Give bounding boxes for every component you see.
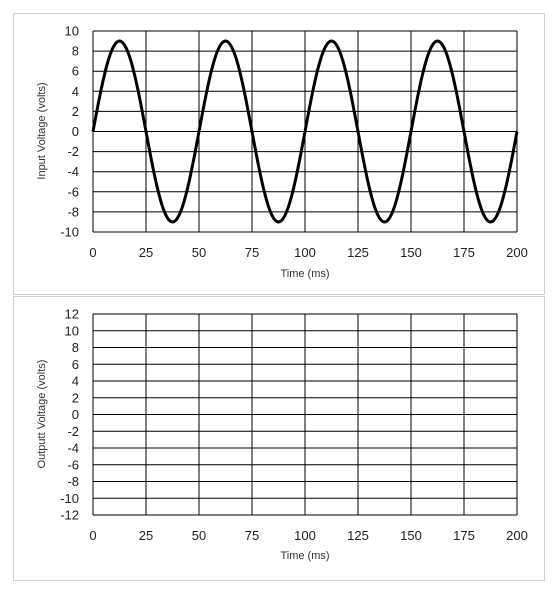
output-x-tick-label: 100	[294, 528, 316, 543]
input-y-tick-label: 8	[72, 44, 79, 59]
output-y-tick-label: 10	[65, 323, 79, 338]
input-y-tick-label: -10	[60, 225, 79, 240]
input-voltage-chart: 10 8 6 4 2 0 -2 -4 -6 -8 -10 0 25 50 75 100 125 150 175 20…	[36, 24, 528, 281]
output-y-tick-label: 2	[72, 390, 79, 405]
input-series-line	[91, 39, 519, 224]
input-x-tick-label: 175	[453, 245, 475, 260]
input-x-ticks: 0 25 50 75 100 125 150 175 200	[89, 245, 527, 260]
input-x-tick-label: 200	[506, 245, 528, 260]
input-y-tick-label: 2	[72, 104, 79, 119]
output-x-ticks: 0 25 50 75 100 125 150 175 200	[89, 528, 527, 543]
input-y-axis-title: Input Voltage (volts)	[36, 82, 48, 179]
input-x-tick-label: 25	[139, 245, 153, 260]
output-chart-panel	[13, 296, 545, 581]
output-y-tick-label: 4	[72, 374, 79, 389]
input-y-ticks: 10 8 6 4 2 0 -2 -4 -6 -8 -10	[60, 24, 79, 240]
input-x-tick-label: 150	[400, 245, 422, 260]
input-grid	[92, 30, 518, 233]
input-y-tick-label: 0	[72, 124, 79, 139]
input-y-tick-label: 4	[72, 84, 79, 99]
output-x-tick-label: 0	[89, 528, 96, 543]
output-grid	[92, 313, 518, 516]
output-y-tick-label: -4	[67, 441, 79, 456]
output-y-tick-label: 6	[72, 357, 79, 372]
input-x-tick-label: 125	[347, 245, 369, 260]
output-y-tick-label: -12	[60, 508, 79, 523]
output-x-tick-label: 25	[139, 528, 153, 543]
input-y-tick-label: -6	[67, 184, 79, 199]
output-y-tick-label: -10	[60, 491, 79, 506]
output-y-tick-label: -6	[67, 457, 79, 472]
output-x-tick-label: 75	[245, 528, 259, 543]
output-y-tick-label: 12	[65, 307, 79, 322]
output-x-tick-label: 200	[506, 528, 528, 543]
output-x-tick-label: 175	[453, 528, 475, 543]
input-x-axis-title: Time (ms)	[280, 268, 329, 280]
input-y-tick-label: -2	[67, 144, 79, 159]
output-y-tick-label: 8	[72, 340, 79, 355]
output-x-tick-label: 50	[192, 528, 206, 543]
output-x-tick-label: 125	[347, 528, 369, 543]
output-x-axis-title: Time (ms)	[280, 550, 329, 562]
output-y-tick-label: -8	[67, 474, 79, 489]
output-x-tick-label: 150	[400, 528, 422, 543]
output-y-tick-label: 0	[72, 407, 79, 422]
output-y-tick-label: -2	[67, 424, 79, 439]
output-y-axis-title: Outputt Voltage (volts)	[36, 360, 48, 469]
input-x-tick-label: 0	[89, 245, 96, 260]
input-x-tick-label: 50	[192, 245, 206, 260]
input-x-tick-label: 75	[245, 245, 259, 260]
input-x-tick-label: 100	[294, 245, 316, 260]
input-y-tick-label: -4	[67, 164, 79, 179]
input-y-tick-label: -8	[67, 204, 79, 219]
input-series	[91, 39, 519, 224]
input-y-tick-label: 6	[72, 64, 79, 79]
input-y-tick-label: 10	[65, 24, 79, 39]
input-chart-panel	[13, 13, 545, 295]
